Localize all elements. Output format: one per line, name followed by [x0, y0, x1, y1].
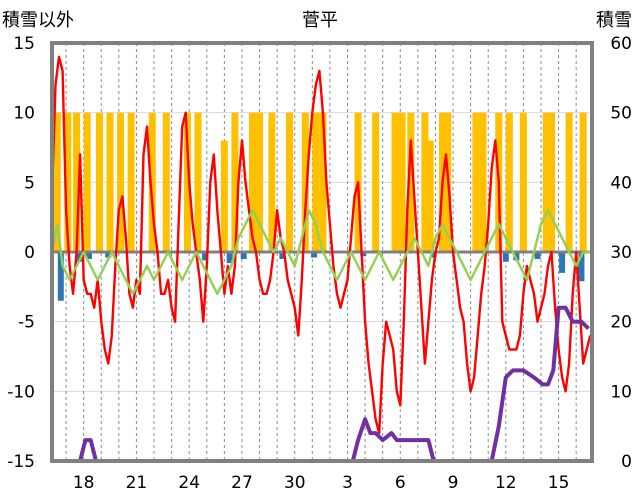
blue-bar [430, 252, 437, 258]
yellow-bar [256, 112, 264, 253]
blue-bar [85, 252, 92, 259]
yellow-bar [505, 112, 513, 253]
yellow-bar [73, 112, 81, 253]
blue-bar [360, 252, 367, 257]
left-tick-labels: -15 -10 -5 0 5 10 15 [7, 34, 35, 472]
yellow-bar [301, 112, 309, 253]
red-line [50, 55, 592, 435]
x-tick-label: 15 [548, 473, 570, 493]
yellow-bar [183, 112, 191, 253]
left-tick-label: -10 [7, 382, 35, 402]
yellow-bar [162, 112, 170, 253]
x-tick-labels: 18 21 24 27 30 3 6 9 12 15 [73, 473, 570, 493]
yellow-bar [565, 112, 573, 253]
x-tick-label: 21 [126, 473, 148, 493]
yellow-bar [548, 112, 556, 253]
yellow-bar [83, 112, 91, 253]
yellow-bar [426, 140, 434, 252]
yellow-bar [285, 112, 293, 253]
left-tick-label: -5 [18, 313, 35, 333]
left-tick-label: 0 [24, 243, 35, 263]
blue-bar [57, 252, 64, 301]
yellow-bar [519, 112, 527, 253]
yellow-bar [479, 112, 487, 253]
left-tick-label: 5 [24, 173, 35, 193]
yellow-bar [249, 112, 257, 253]
yellow-bar [372, 112, 380, 253]
blue-bar [502, 252, 509, 262]
blue-bar [202, 252, 209, 261]
green-line [50, 208, 591, 295]
left-tick-label: -15 [7, 452, 35, 472]
x-tick-label: 30 [284, 473, 306, 493]
yellow-bar [53, 112, 61, 253]
yellow-bar [542, 112, 550, 253]
yellow-bar [472, 112, 480, 253]
yellow-bar [220, 140, 228, 252]
x-tick-label: 12 [495, 473, 517, 493]
right-tick-labels: 0 10 20 30 40 50 60 [610, 34, 632, 472]
yellow-bar [319, 112, 327, 253]
yellow-bar [64, 112, 72, 253]
blue-bar [513, 252, 520, 261]
x-tick-label: 6 [395, 473, 406, 493]
blue-bar [105, 252, 112, 258]
right-tick-label: 30 [610, 243, 632, 263]
blue-bar [311, 252, 318, 258]
x-tick-label: 27 [231, 473, 253, 493]
yellow-bar [194, 112, 202, 253]
yellow-bar [95, 112, 103, 253]
left-tick-label: 10 [13, 104, 35, 124]
right-tick-label: 0 [621, 452, 632, 472]
left-axis-label: 積雪以外 [2, 10, 74, 31]
yellow-bar [268, 112, 276, 253]
blue-bar [559, 252, 566, 273]
right-tick-label: 20 [610, 313, 632, 333]
yellow-bar [106, 112, 114, 253]
yellow-bar [148, 112, 156, 253]
right-tick-label: 50 [610, 104, 632, 124]
yellow-bar [391, 112, 399, 253]
x-tick-label: 9 [448, 473, 459, 493]
yellow-bars [53, 112, 587, 253]
right-tick-label: 40 [610, 173, 632, 193]
yellow-bar [312, 112, 320, 253]
yellow-bar [117, 112, 125, 253]
blue-bar [240, 252, 247, 259]
blue-bar [279, 252, 286, 259]
right-tick-label: 60 [610, 34, 632, 54]
yellow-bar [579, 112, 587, 253]
x-tick-label: 24 [178, 473, 200, 493]
yellow-bar [421, 112, 429, 253]
x-tick-label: 3 [342, 473, 353, 493]
left-tick-label: 15 [13, 34, 35, 54]
blue-bar [226, 252, 233, 264]
yellow-bar [407, 112, 415, 253]
blue-bar [534, 252, 541, 259]
yellow-bar [398, 112, 406, 253]
plot-frame [50, 41, 594, 463]
chart-title: 菅平 [302, 10, 338, 31]
yellow-bar [127, 112, 135, 253]
blue-bar [578, 252, 585, 282]
right-tick-label: 10 [610, 382, 632, 402]
x-tick-label: 18 [73, 473, 95, 493]
yellow-bar [231, 112, 239, 253]
right-axis-label: 積雪 [596, 10, 632, 31]
